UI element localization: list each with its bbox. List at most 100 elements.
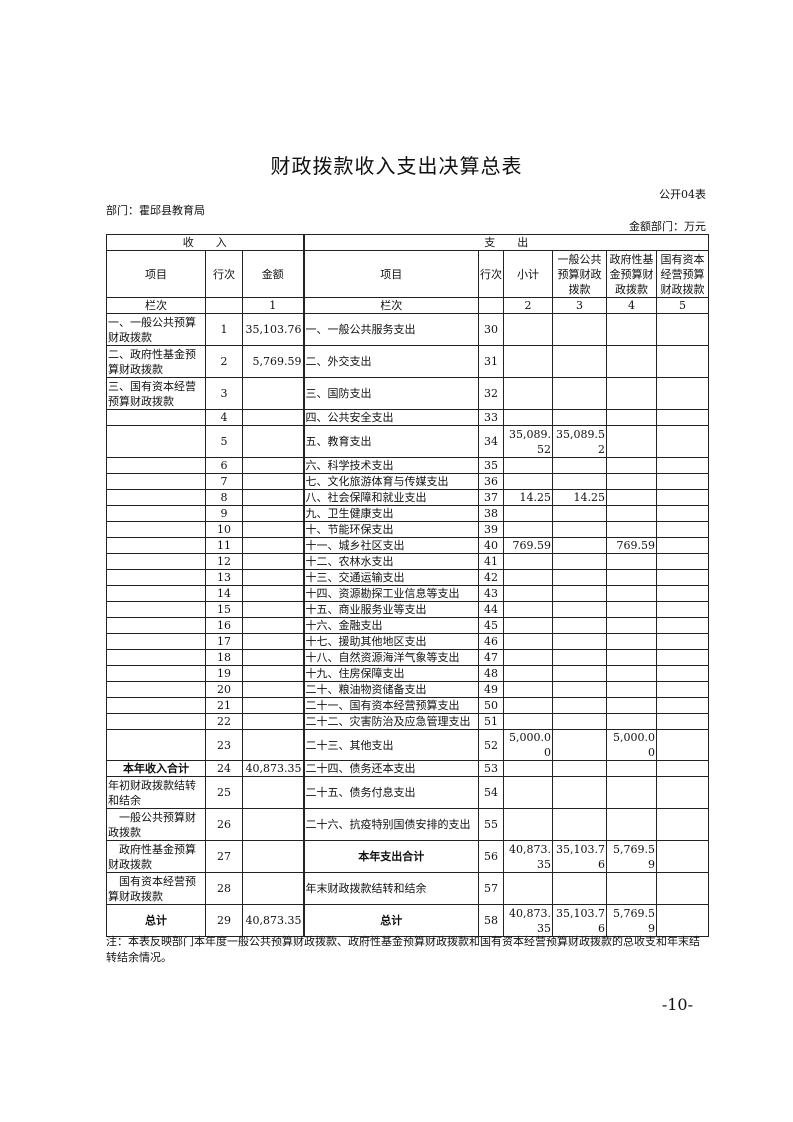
expense-subtotal: 40,873.35 xyxy=(503,840,554,873)
income-line-no: 28 xyxy=(205,872,243,905)
fund-budget-amount xyxy=(606,776,658,809)
expense-item-header: 项目 xyxy=(302,250,480,298)
income-amount xyxy=(241,840,305,873)
expense-line-no: 32 xyxy=(478,377,505,410)
income-line-no: 25 xyxy=(205,776,243,809)
income-line-no: 29 xyxy=(205,904,243,937)
expense-header: 支 出 xyxy=(302,234,710,251)
income-line-no: 15 xyxy=(205,601,243,618)
page-title: 财政拨款收入支出决算总表 xyxy=(270,154,523,178)
capital-budget-amount xyxy=(656,425,710,458)
expense-line-no: 46 xyxy=(478,633,505,650)
general-budget-amount xyxy=(552,681,608,698)
expense-item: 十九、住房保障支出 xyxy=(302,665,480,682)
capital-budget-amount xyxy=(656,904,710,937)
fund-budget-amount xyxy=(606,760,658,777)
income-amount xyxy=(241,713,305,730)
expense-line-no: 33 xyxy=(478,409,505,426)
table-row: 6 六、科学技术支出 35 xyxy=(106,457,710,474)
fund-budget-amount xyxy=(606,521,658,538)
general-budget-amount xyxy=(552,729,608,761)
expense-subtotal xyxy=(503,313,554,346)
fund-budget-amount xyxy=(606,585,658,602)
expense-subtotal: 14.25 xyxy=(503,489,554,506)
capital-budget-amount xyxy=(656,681,710,698)
expense-subtotal xyxy=(503,377,554,410)
expense-subtotal: 40,873.35 xyxy=(503,904,554,937)
expense-subtotal xyxy=(503,457,554,474)
expense-item: 二十一、国有资本经营预算支出 xyxy=(302,697,480,714)
income-amount xyxy=(241,569,305,586)
expense-subtotal xyxy=(503,808,554,841)
income-line-no: 22 xyxy=(205,713,243,730)
income-line-no: 11 xyxy=(205,537,243,554)
fund-budget-amount xyxy=(606,377,658,410)
general-budget-amount: 35,089.52 xyxy=(552,425,608,458)
income-item xyxy=(106,505,206,522)
income-line-no: 1 xyxy=(205,313,243,346)
expense-subtotal xyxy=(503,505,554,522)
expense-subtotal xyxy=(503,473,554,490)
table-row: 总计 29 40,873.35 总计 58 40,873.35 35,103.76 5,769… xyxy=(106,904,710,937)
income-amount xyxy=(241,553,305,570)
table-row: 17 十七、援助其他地区支出 46 xyxy=(106,633,710,650)
income-line-no: 19 xyxy=(205,665,243,682)
expense-subtotal: 5,000.00 xyxy=(503,729,554,761)
income-line-no: 5 xyxy=(205,425,243,458)
table-row: 19 十九、住房保障支出 48 xyxy=(106,665,710,682)
income-line-no: 18 xyxy=(205,649,243,666)
table-row: 15 十五、商业服务业等支出 44 xyxy=(106,601,710,618)
capital-budget-amount xyxy=(656,473,710,490)
income-item xyxy=(106,665,206,682)
capital-budget-amount xyxy=(656,489,710,506)
income-item xyxy=(106,585,206,602)
income-line-no: 10 xyxy=(205,521,243,538)
general-budget-amount xyxy=(552,697,608,714)
income-item xyxy=(106,569,206,586)
column-label-2: 栏次 xyxy=(302,297,480,314)
expense-subtotal xyxy=(503,409,554,426)
capital-budget-amount xyxy=(656,872,710,905)
fund-budget-amount xyxy=(606,697,658,714)
expense-subtotal xyxy=(503,617,554,634)
table-row: 14 十四、资源勘探工业信息等支出 43 xyxy=(106,585,710,602)
fund-budget-amount xyxy=(606,425,658,458)
expense-line-no: 51 xyxy=(478,713,505,730)
fund-budget-amount xyxy=(606,473,658,490)
general-budget-amount xyxy=(552,505,608,522)
capital-budget-amount xyxy=(656,776,710,809)
table-row: 5 五、教育支出 34 35,089.52 35,089.52 xyxy=(106,425,710,458)
income-amount xyxy=(241,537,305,554)
expense-line-no: 54 xyxy=(478,776,505,809)
expense-subtotal xyxy=(503,665,554,682)
income-line-no: 21 xyxy=(205,697,243,714)
income-amount xyxy=(241,665,305,682)
table-row: 9 九、卫生健康支出 38 xyxy=(106,505,710,522)
expense-item: 三、国防支出 xyxy=(302,377,480,410)
table-row: 4 四、公共安全支出 33 xyxy=(106,409,710,426)
expense-line-no: 53 xyxy=(478,760,505,777)
general-budget-amount xyxy=(552,521,608,538)
fund-budget-amount xyxy=(606,505,658,522)
general-budget-amount xyxy=(552,665,608,682)
income-line-no: 6 xyxy=(205,457,243,474)
expense-line-no: 43 xyxy=(478,585,505,602)
table-row: 政府性基金预算财政拨款 27 本年支出合计 56 40,873.35 35,103.76 5… xyxy=(106,840,710,873)
expense-item: 八、社会保障和就业支出 xyxy=(302,489,480,506)
table-row: 22 二十二、灾害防治及应急管理支出 51 xyxy=(106,713,710,730)
expense-subtotal xyxy=(503,585,554,602)
income-line-no: 12 xyxy=(205,553,243,570)
expense-line-no: 38 xyxy=(478,505,505,522)
page-number: -10- xyxy=(661,995,693,1014)
income-item xyxy=(106,409,206,426)
general-budget-amount xyxy=(552,345,608,378)
fund-budget-amount xyxy=(606,681,658,698)
expense-line-no: 55 xyxy=(478,808,505,841)
expense-line-no: 36 xyxy=(478,473,505,490)
fund-budget-amount xyxy=(606,345,658,378)
expense-item: 二十、粮油物资储备支出 xyxy=(302,681,480,698)
income-line-no: 16 xyxy=(205,617,243,634)
fund-budget-amount xyxy=(606,489,658,506)
general-budget-amount xyxy=(552,553,608,570)
income-amount xyxy=(241,697,305,714)
